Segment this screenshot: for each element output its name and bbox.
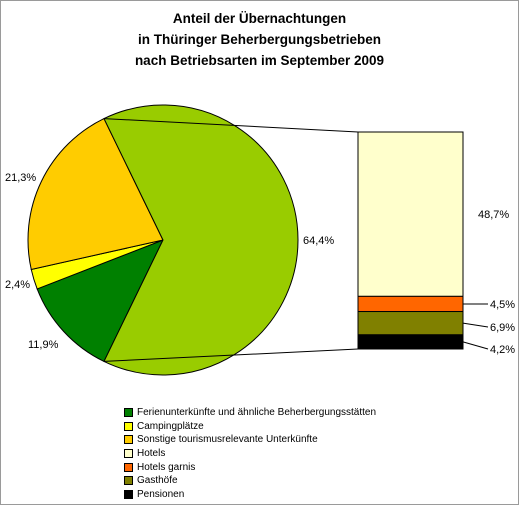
pie-slice: [36, 239, 165, 363]
bar-label-leader-line: [462, 322, 489, 328]
legend-swatch: [124, 435, 133, 445]
bar-data-label: 48,7%: [478, 209, 509, 221]
chart-title: Anteil der Übernachtungen in Thüringer B…: [0, 8, 519, 71]
pie-data-label: 11,9%: [28, 339, 59, 351]
legend-swatch: [124, 408, 133, 418]
bar-data-label: 6,9%: [490, 322, 515, 334]
legend-item: Sonstige tourismusrelevante Unterkünfte: [124, 433, 376, 447]
connector-line-bottom: [103, 348, 359, 362]
legend-swatch: [124, 462, 133, 472]
bar-data-label: 4,2%: [490, 344, 515, 356]
pie-data-label: 64,4%: [303, 235, 334, 247]
chart-title-line-1: Anteil der Übernachtungen: [172, 11, 347, 26]
bar-segment: [357, 311, 464, 336]
legend-swatch: [124, 421, 133, 431]
legend-label: Hotels garnis: [137, 461, 196, 473]
legend-label: Sonstige tourismusrelevante Unterkünfte: [137, 434, 318, 446]
legend-swatch: [124, 489, 133, 499]
legend-label: Hotels: [137, 448, 166, 460]
legend-swatch: [124, 449, 133, 459]
legend-label: Ferienunterkünfte und ähnliche Beherberg…: [137, 407, 377, 419]
legend-label: Campingplätze: [137, 420, 204, 432]
bar-segment: [357, 334, 464, 350]
bar-label-leader-line: [462, 341, 489, 350]
bar-segment: [357, 131, 464, 297]
legend: Ferienunterkünfte und ähnliche Beherberg…: [124, 406, 376, 501]
chart-title-line-3: nach Betriebsarten im September 2009: [134, 53, 385, 68]
pie-data-label: 21,3%: [5, 172, 36, 184]
legend-item: Hotels: [124, 447, 376, 461]
bar-segment: [357, 295, 464, 313]
legend-swatch: [124, 476, 133, 486]
legend-item: Campingplätze: [124, 420, 376, 434]
pie-data-label: 2,4%: [5, 279, 30, 291]
legend-item: Pensionen: [124, 488, 376, 502]
pie-slice: [27, 117, 164, 271]
pie-slice: [103, 104, 299, 376]
legend-label: Pensionen: [137, 488, 185, 500]
bar-data-label: 4,5%: [490, 299, 515, 311]
legend-item: Gasthöfe: [124, 474, 376, 488]
legend-item: Ferienunterkünfte und ähnliche Beherberg…: [124, 406, 376, 420]
legend-label: Gasthöfe: [137, 475, 178, 487]
legend-item: Hotels garnis: [124, 460, 376, 474]
connector-line-top: [103, 118, 359, 133]
chart-title-line-2: in Thüringer Beherbergungsbetrieben: [137, 32, 382, 47]
